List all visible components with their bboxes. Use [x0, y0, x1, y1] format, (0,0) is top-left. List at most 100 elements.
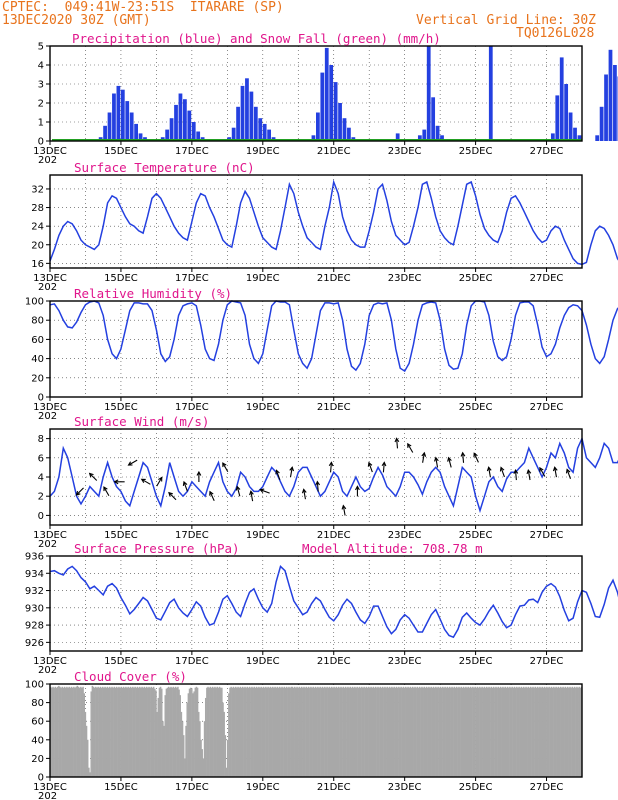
- wind-arrow: [486, 466, 492, 478]
- cloud-bar: [59, 686, 61, 777]
- wind-arrow: [421, 451, 427, 463]
- cloud-bar: [96, 687, 98, 777]
- precip-bar: [488, 46, 493, 141]
- cloud-bar: [468, 687, 471, 777]
- x-year-label: 202: [38, 539, 57, 550]
- cloud-bar: [561, 687, 563, 777]
- cloud-bar: [429, 687, 431, 777]
- x-year-label: 202: [38, 411, 57, 422]
- cloud-bar: [430, 686, 432, 777]
- cloud-bar: [304, 687, 306, 777]
- cloud-bar: [120, 686, 123, 777]
- cloud-bar: [393, 686, 395, 777]
- x-tick-label: 13DEC: [33, 530, 67, 541]
- cloud-bar: [223, 711, 225, 777]
- cloud-bar: [124, 687, 126, 777]
- cloud-bar: [296, 686, 298, 777]
- cloud-bar: [437, 686, 439, 777]
- x-tick-label: 23DEC: [388, 782, 422, 793]
- cloud-bar: [97, 686, 99, 777]
- cloud-bar: [170, 686, 172, 777]
- cloud-bar: [387, 687, 390, 777]
- cloud-bar: [521, 687, 524, 777]
- cloud-bar: [73, 686, 75, 777]
- cloud-bar: [152, 686, 155, 777]
- wind-arrow: [367, 461, 373, 473]
- cloud-bar: [158, 687, 161, 777]
- wind-arrow: [140, 478, 151, 485]
- cloud-bar: [228, 693, 230, 777]
- wind-series: [49, 436, 618, 514]
- cloud-bar: [154, 688, 156, 777]
- cloud-bar: [274, 686, 276, 777]
- cloud-bar: [505, 687, 508, 777]
- cloud-bar: [358, 686, 361, 777]
- wind-arrow: [259, 488, 270, 494]
- cloud-bar: [394, 687, 397, 777]
- x-tick-label: 15DEC: [104, 146, 138, 157]
- cloud-bar: [163, 725, 165, 777]
- cloud-bar: [171, 687, 173, 777]
- cloud-bar: [484, 687, 487, 777]
- cloud-bar: [396, 687, 399, 777]
- cloud-bar: [368, 686, 370, 777]
- cloud-bar: [501, 687, 503, 777]
- cloud-bar: [472, 686, 474, 777]
- cloud-bar: [262, 686, 265, 777]
- cloud-bar: [486, 686, 488, 777]
- cloud-bar: [188, 688, 191, 777]
- cloud-bar: [295, 687, 297, 777]
- cloud-bar: [232, 686, 235, 777]
- y-tick-label: 20: [31, 754, 44, 765]
- cloud-bar: [324, 686, 326, 777]
- wind-arrow: [328, 461, 334, 473]
- cloud-bar: [70, 686, 73, 777]
- cloud-bar: [316, 687, 318, 777]
- precip-bar: [311, 135, 316, 141]
- cloud-bar: [350, 687, 353, 777]
- y-tick-label: 0: [38, 773, 44, 784]
- x-tick-label: 17DEC: [175, 146, 209, 157]
- cloud-bar: [373, 687, 376, 777]
- cloud-bar: [433, 687, 436, 777]
- cloud-bar: [289, 687, 291, 777]
- cloud-bar: [571, 686, 574, 777]
- cloud-bar: [179, 695, 181, 777]
- cloud-bar: [181, 721, 184, 777]
- precip-bar: [316, 112, 320, 141]
- x-tick-label: 13DEC: [33, 782, 67, 793]
- cloud-bar: [172, 686, 175, 777]
- y-tick-label: 28: [31, 203, 44, 214]
- cloud-bar: [303, 686, 305, 777]
- cloud-bar: [186, 702, 188, 777]
- header-station: CPTEC: 049:41W-23:51S ITARARE (SP): [2, 0, 284, 15]
- cloud-bar: [386, 686, 389, 777]
- cloud-bar: [294, 686, 296, 777]
- wind-arrow: [113, 479, 125, 485]
- cloud-bar: [247, 687, 250, 777]
- cloud-bar: [255, 686, 258, 777]
- cloud-bar: [310, 686, 312, 777]
- cloud-bar: [568, 687, 570, 777]
- precip-bar: [559, 57, 564, 141]
- cloud-bar: [260, 686, 262, 777]
- cloud-bar: [343, 687, 346, 777]
- cloud-bar: [110, 687, 112, 777]
- cloud-bar: [141, 686, 143, 777]
- cloud-bar: [451, 686, 453, 777]
- cloud-bar: [342, 686, 345, 777]
- cloud-title: Cloud Cover (%): [74, 669, 187, 684]
- cloud-bar: [473, 687, 475, 777]
- cloud-bar: [406, 687, 408, 777]
- cloud-bar: [547, 687, 549, 777]
- cloud-bar: [297, 687, 299, 777]
- cloud-bar: [534, 686, 537, 777]
- cloud-bar: [58, 685, 60, 777]
- wind-title: Surface Wind (m/s): [74, 414, 209, 429]
- cloud-bar: [560, 686, 562, 777]
- cloud-bar: [477, 687, 480, 777]
- cloud-bar: [565, 687, 568, 777]
- pressure-series: [49, 564, 618, 639]
- cloud-bar: [444, 686, 446, 777]
- cloud-bar: [447, 687, 450, 777]
